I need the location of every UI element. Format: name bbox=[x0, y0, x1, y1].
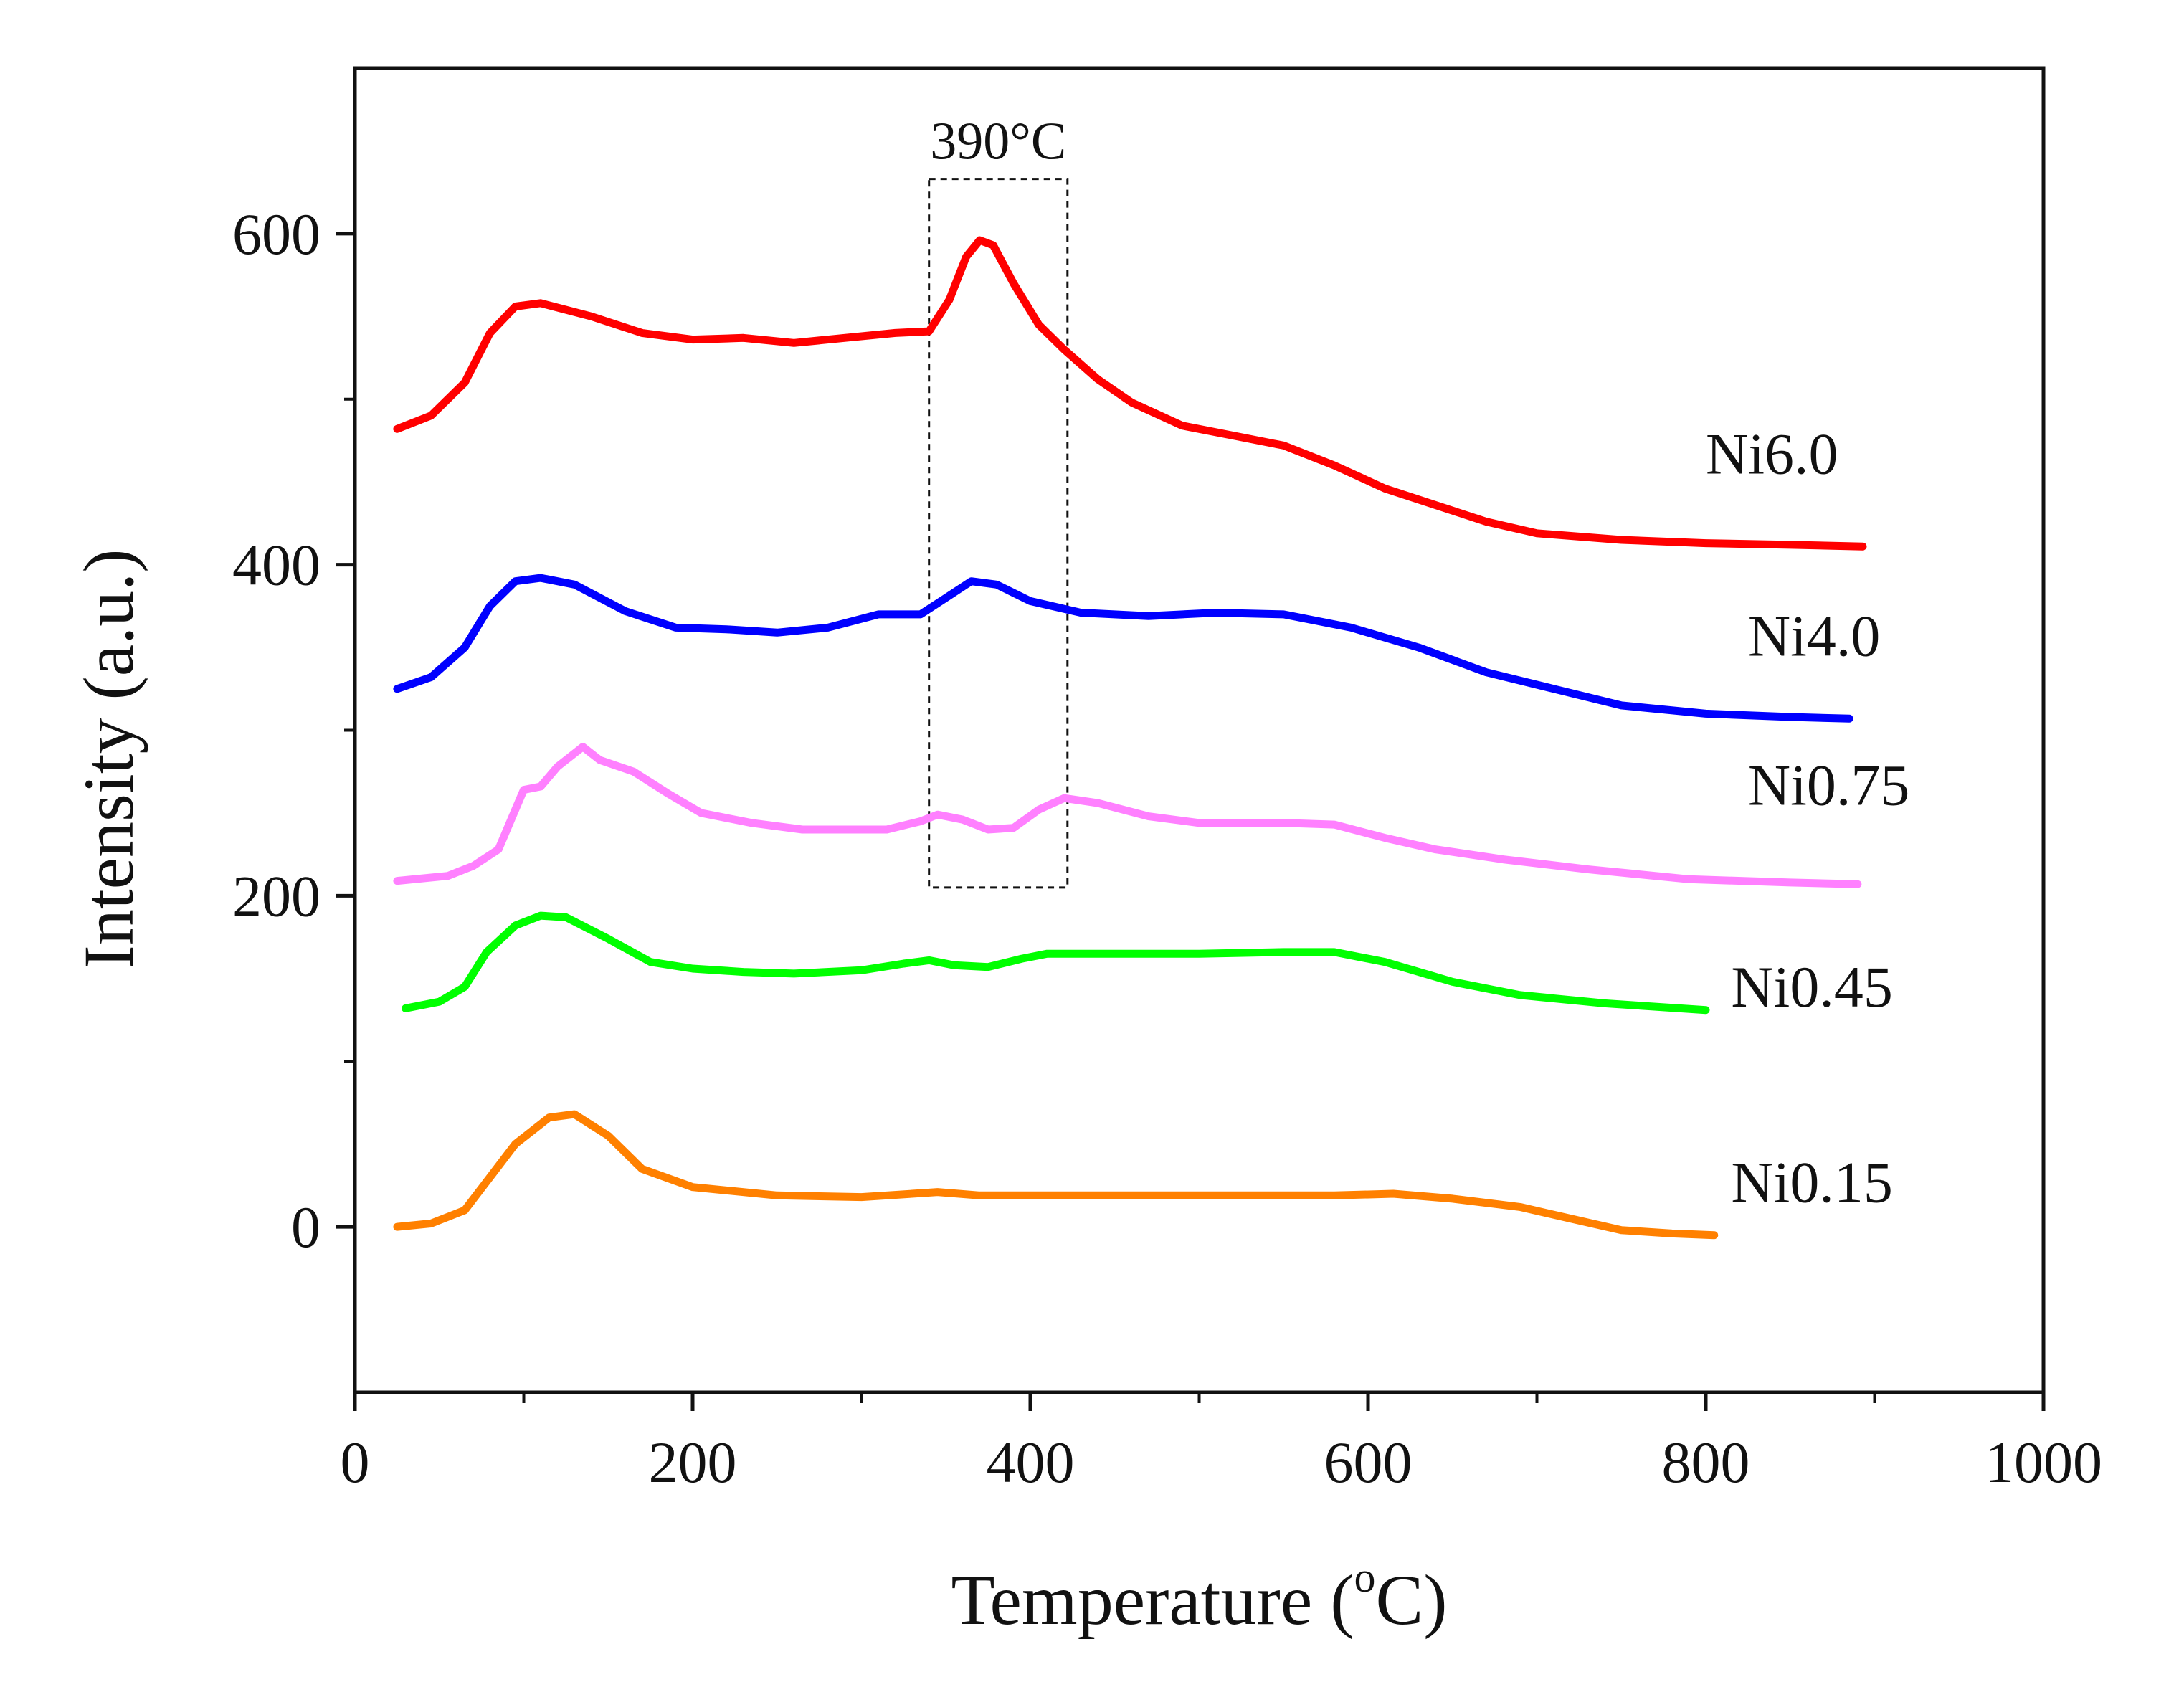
y-tick-label: 600 bbox=[232, 201, 321, 267]
x-tick-label: 200 bbox=[649, 1430, 737, 1495]
x-tick-label: 1000 bbox=[1985, 1430, 2102, 1495]
series-line-ni6-0 bbox=[393, 236, 1867, 551]
y-tick-label: 0 bbox=[291, 1194, 321, 1260]
series-label-ni0-45: Ni0.45 bbox=[1731, 954, 1893, 1020]
x-tick-label: 0 bbox=[341, 1430, 370, 1495]
y-axis-title: Intensity (a.u.) bbox=[69, 549, 148, 969]
series-line-ni0-45 bbox=[402, 911, 1710, 1015]
series-line-ni0-15 bbox=[393, 1110, 1719, 1240]
series-line-ni4-0 bbox=[393, 574, 1853, 723]
x-tick-label: 400 bbox=[987, 1430, 1075, 1495]
annotation-label: 390°C bbox=[930, 113, 1066, 171]
y-tick-label: 200 bbox=[232, 863, 321, 928]
series-label-ni0-75: Ni0.75 bbox=[1748, 752, 1910, 817]
y-tick-label: 400 bbox=[232, 533, 321, 598]
series-line-ni0-75 bbox=[393, 743, 1862, 888]
series-label-ni6-0: Ni6.0 bbox=[1706, 422, 1838, 487]
x-tick-label: 800 bbox=[1662, 1430, 1750, 1495]
x-tick-label: 600 bbox=[1324, 1430, 1413, 1495]
series-label-ni4-0: Ni4.0 bbox=[1748, 604, 1881, 669]
series-label-ni0-15: Ni0.15 bbox=[1731, 1149, 1893, 1215]
x-axis-title: Temperature (oC) bbox=[951, 1554, 1447, 1640]
annotation-dashed-box bbox=[928, 178, 1069, 889]
